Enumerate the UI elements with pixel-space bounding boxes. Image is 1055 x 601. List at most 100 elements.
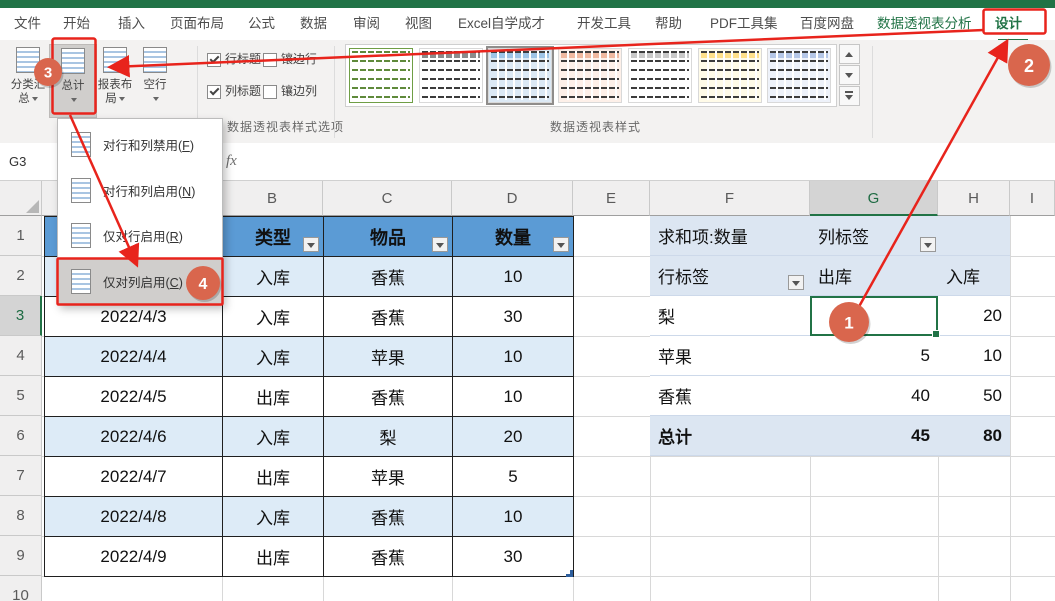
column-header-f[interactable]: F xyxy=(650,181,810,216)
table-cell[interactable]: 入库 xyxy=(223,497,324,537)
select-all-corner[interactable] xyxy=(0,181,42,216)
tab-data[interactable]: 数据 xyxy=(300,16,327,31)
pivot-cell[interactable]: 香蕉 xyxy=(650,376,810,416)
tab-baidu-netdisk[interactable]: 百度网盘 xyxy=(800,16,854,31)
filter-dropdown-icon[interactable] xyxy=(788,275,804,290)
tab-help[interactable]: 帮助 xyxy=(655,16,682,31)
column-header-b[interactable]: B xyxy=(222,181,323,216)
formula-input[interactable] xyxy=(252,143,1055,180)
tab-file[interactable]: 文件 xyxy=(14,16,41,31)
tab-view[interactable]: 视图 xyxy=(405,16,432,31)
pivot-cell[interactable]: 40 xyxy=(810,376,938,416)
table-cell[interactable]: 2022/4/8 xyxy=(45,497,223,537)
menu-item-on-rows-only[interactable]: 仅对行启用(R) xyxy=(58,213,222,258)
filter-dropdown-icon[interactable] xyxy=(920,237,936,252)
table-cell[interactable]: 10 xyxy=(453,337,574,377)
insert-function-icon[interactable]: fx xyxy=(226,153,237,169)
pivot-style-thumbnail[interactable] xyxy=(698,48,762,103)
column-header-g[interactable]: G xyxy=(810,181,938,216)
pivot-col-header-out[interactable]: 出库 xyxy=(810,256,938,296)
table-cell[interactable]: 梨 xyxy=(324,417,453,457)
pivot-style-thumbnail[interactable] xyxy=(558,48,622,103)
pivot-cell[interactable]: 20 xyxy=(938,296,1010,336)
pivot-column-label-cell[interactable]: 列标签 xyxy=(810,216,938,256)
pivot-total-in[interactable]: 80 xyxy=(938,416,1010,456)
table-cell[interactable]: 2022/4/7 xyxy=(45,457,223,497)
table-cell[interactable]: 出库 xyxy=(223,377,324,417)
pivot-cell[interactable]: 5 xyxy=(810,336,938,376)
table-cell[interactable]: 入库 xyxy=(223,417,324,457)
tab-insert[interactable]: 插入 xyxy=(118,16,145,31)
table-cell[interactable]: 香蕉 xyxy=(324,537,453,577)
pivot-col-header-in[interactable]: 入库 xyxy=(938,256,1010,296)
pivot-value-field-cell[interactable]: 求和项:数量 xyxy=(650,216,810,256)
table-header-qty[interactable]: 数量 xyxy=(453,217,574,257)
pivot-style-thumbnail[interactable] xyxy=(349,48,413,103)
tab-pivottable-analyze[interactable]: 数据透视表分析 xyxy=(877,16,972,31)
pivot-cell[interactable]: 苹果 xyxy=(650,336,810,376)
tab-design[interactable]: 设计 xyxy=(995,16,1022,31)
grand-totals-button[interactable]: 总计 xyxy=(49,44,97,118)
pivot-cell[interactable]: 梨 xyxy=(650,296,810,336)
tab-excel-self-study[interactable]: Excel自学成才 xyxy=(458,16,546,31)
row-header-1[interactable]: 1 xyxy=(0,216,42,256)
row-header-4[interactable]: 4 xyxy=(0,336,42,376)
subtotals-button[interactable]: 分类汇 总 xyxy=(5,44,51,116)
table-cell[interactable]: 10 xyxy=(453,257,574,297)
table-cell[interactable]: 20 xyxy=(453,417,574,457)
table-cell[interactable]: 出库 xyxy=(223,457,324,497)
column-header-h[interactable]: H xyxy=(938,181,1010,216)
blank-rows-button[interactable]: 空行 xyxy=(132,44,178,116)
tab-page-layout[interactable]: 页面布局 xyxy=(170,16,224,31)
table-resize-handle[interactable] xyxy=(566,570,573,577)
table-cell[interactable]: 30 xyxy=(453,537,574,577)
table-cell[interactable]: 香蕉 xyxy=(324,377,453,417)
gallery-scroll-up-button[interactable] xyxy=(839,44,860,64)
table-cell[interactable]: 香蕉 xyxy=(324,297,453,337)
table-cell[interactable]: 苹果 xyxy=(324,457,453,497)
table-cell[interactable]: 2022/4/9 xyxy=(45,537,223,577)
pivot-row-label-cell[interactable]: 行标签 xyxy=(650,256,810,296)
pivot-style-thumbnail[interactable] xyxy=(628,48,692,103)
row-header-10[interactable]: 10 xyxy=(0,576,42,601)
pivot-cell[interactable]: 10 xyxy=(938,336,1010,376)
table-cell[interactable]: 入库 xyxy=(223,337,324,377)
table-cell[interactable]: 30 xyxy=(453,297,574,337)
column-headers-checkbox[interactable] xyxy=(207,85,221,99)
row-header-9[interactable]: 9 xyxy=(0,536,42,576)
pivot-style-thumbnail[interactable] xyxy=(419,48,483,103)
menu-item-on-rows-columns[interactable]: 对行和列启用(N) xyxy=(58,168,222,213)
active-cell-selection[interactable] xyxy=(810,296,940,338)
filter-dropdown-icon[interactable] xyxy=(553,237,569,252)
tab-developer[interactable]: 开发工具 xyxy=(577,16,631,31)
table-cell[interactable]: 香蕉 xyxy=(324,497,453,537)
column-header-d[interactable]: D xyxy=(452,181,573,216)
table-cell[interactable]: 出库 xyxy=(223,537,324,577)
table-cell[interactable]: 2022/4/5 xyxy=(45,377,223,417)
row-header-6[interactable]: 6 xyxy=(0,416,42,456)
filter-dropdown-icon[interactable] xyxy=(303,237,319,252)
pivot-style-thumbnail[interactable] xyxy=(767,48,831,103)
tab-formulas[interactable]: 公式 xyxy=(248,16,275,31)
pivot-cell[interactable]: 50 xyxy=(938,376,1010,416)
table-header-item[interactable]: 物品 xyxy=(324,217,453,257)
pivot-style-thumbnail-selected[interactable] xyxy=(486,46,554,105)
table-cell[interactable]: 10 xyxy=(453,497,574,537)
menu-item-off-rows-columns[interactable]: 对行和列禁用(F) xyxy=(58,122,222,167)
banded-rows-checkbox[interactable] xyxy=(263,53,277,67)
gallery-scroll-down-button[interactable] xyxy=(839,65,860,85)
table-cell[interactable]: 5 xyxy=(453,457,574,497)
column-header-i[interactable]: I xyxy=(1010,181,1055,216)
table-header-type[interactable]: 类型 xyxy=(223,217,324,257)
row-headers-checkbox[interactable] xyxy=(207,53,221,67)
row-header-2[interactable]: 2 xyxy=(0,256,42,296)
row-header-3[interactable]: 3 xyxy=(0,296,42,336)
column-header-e[interactable]: E xyxy=(573,181,650,216)
filter-dropdown-icon[interactable] xyxy=(432,237,448,252)
table-cell[interactable]: 入库 xyxy=(223,257,324,297)
column-header-c[interactable]: C xyxy=(323,181,452,216)
menu-item-on-columns-only[interactable]: 仅对列启用(C) xyxy=(58,258,222,304)
table-cell[interactable]: 入库 xyxy=(223,297,324,337)
pivot-header-cell[interactable] xyxy=(938,216,1010,256)
table-cell[interactable]: 2022/4/4 xyxy=(45,337,223,377)
